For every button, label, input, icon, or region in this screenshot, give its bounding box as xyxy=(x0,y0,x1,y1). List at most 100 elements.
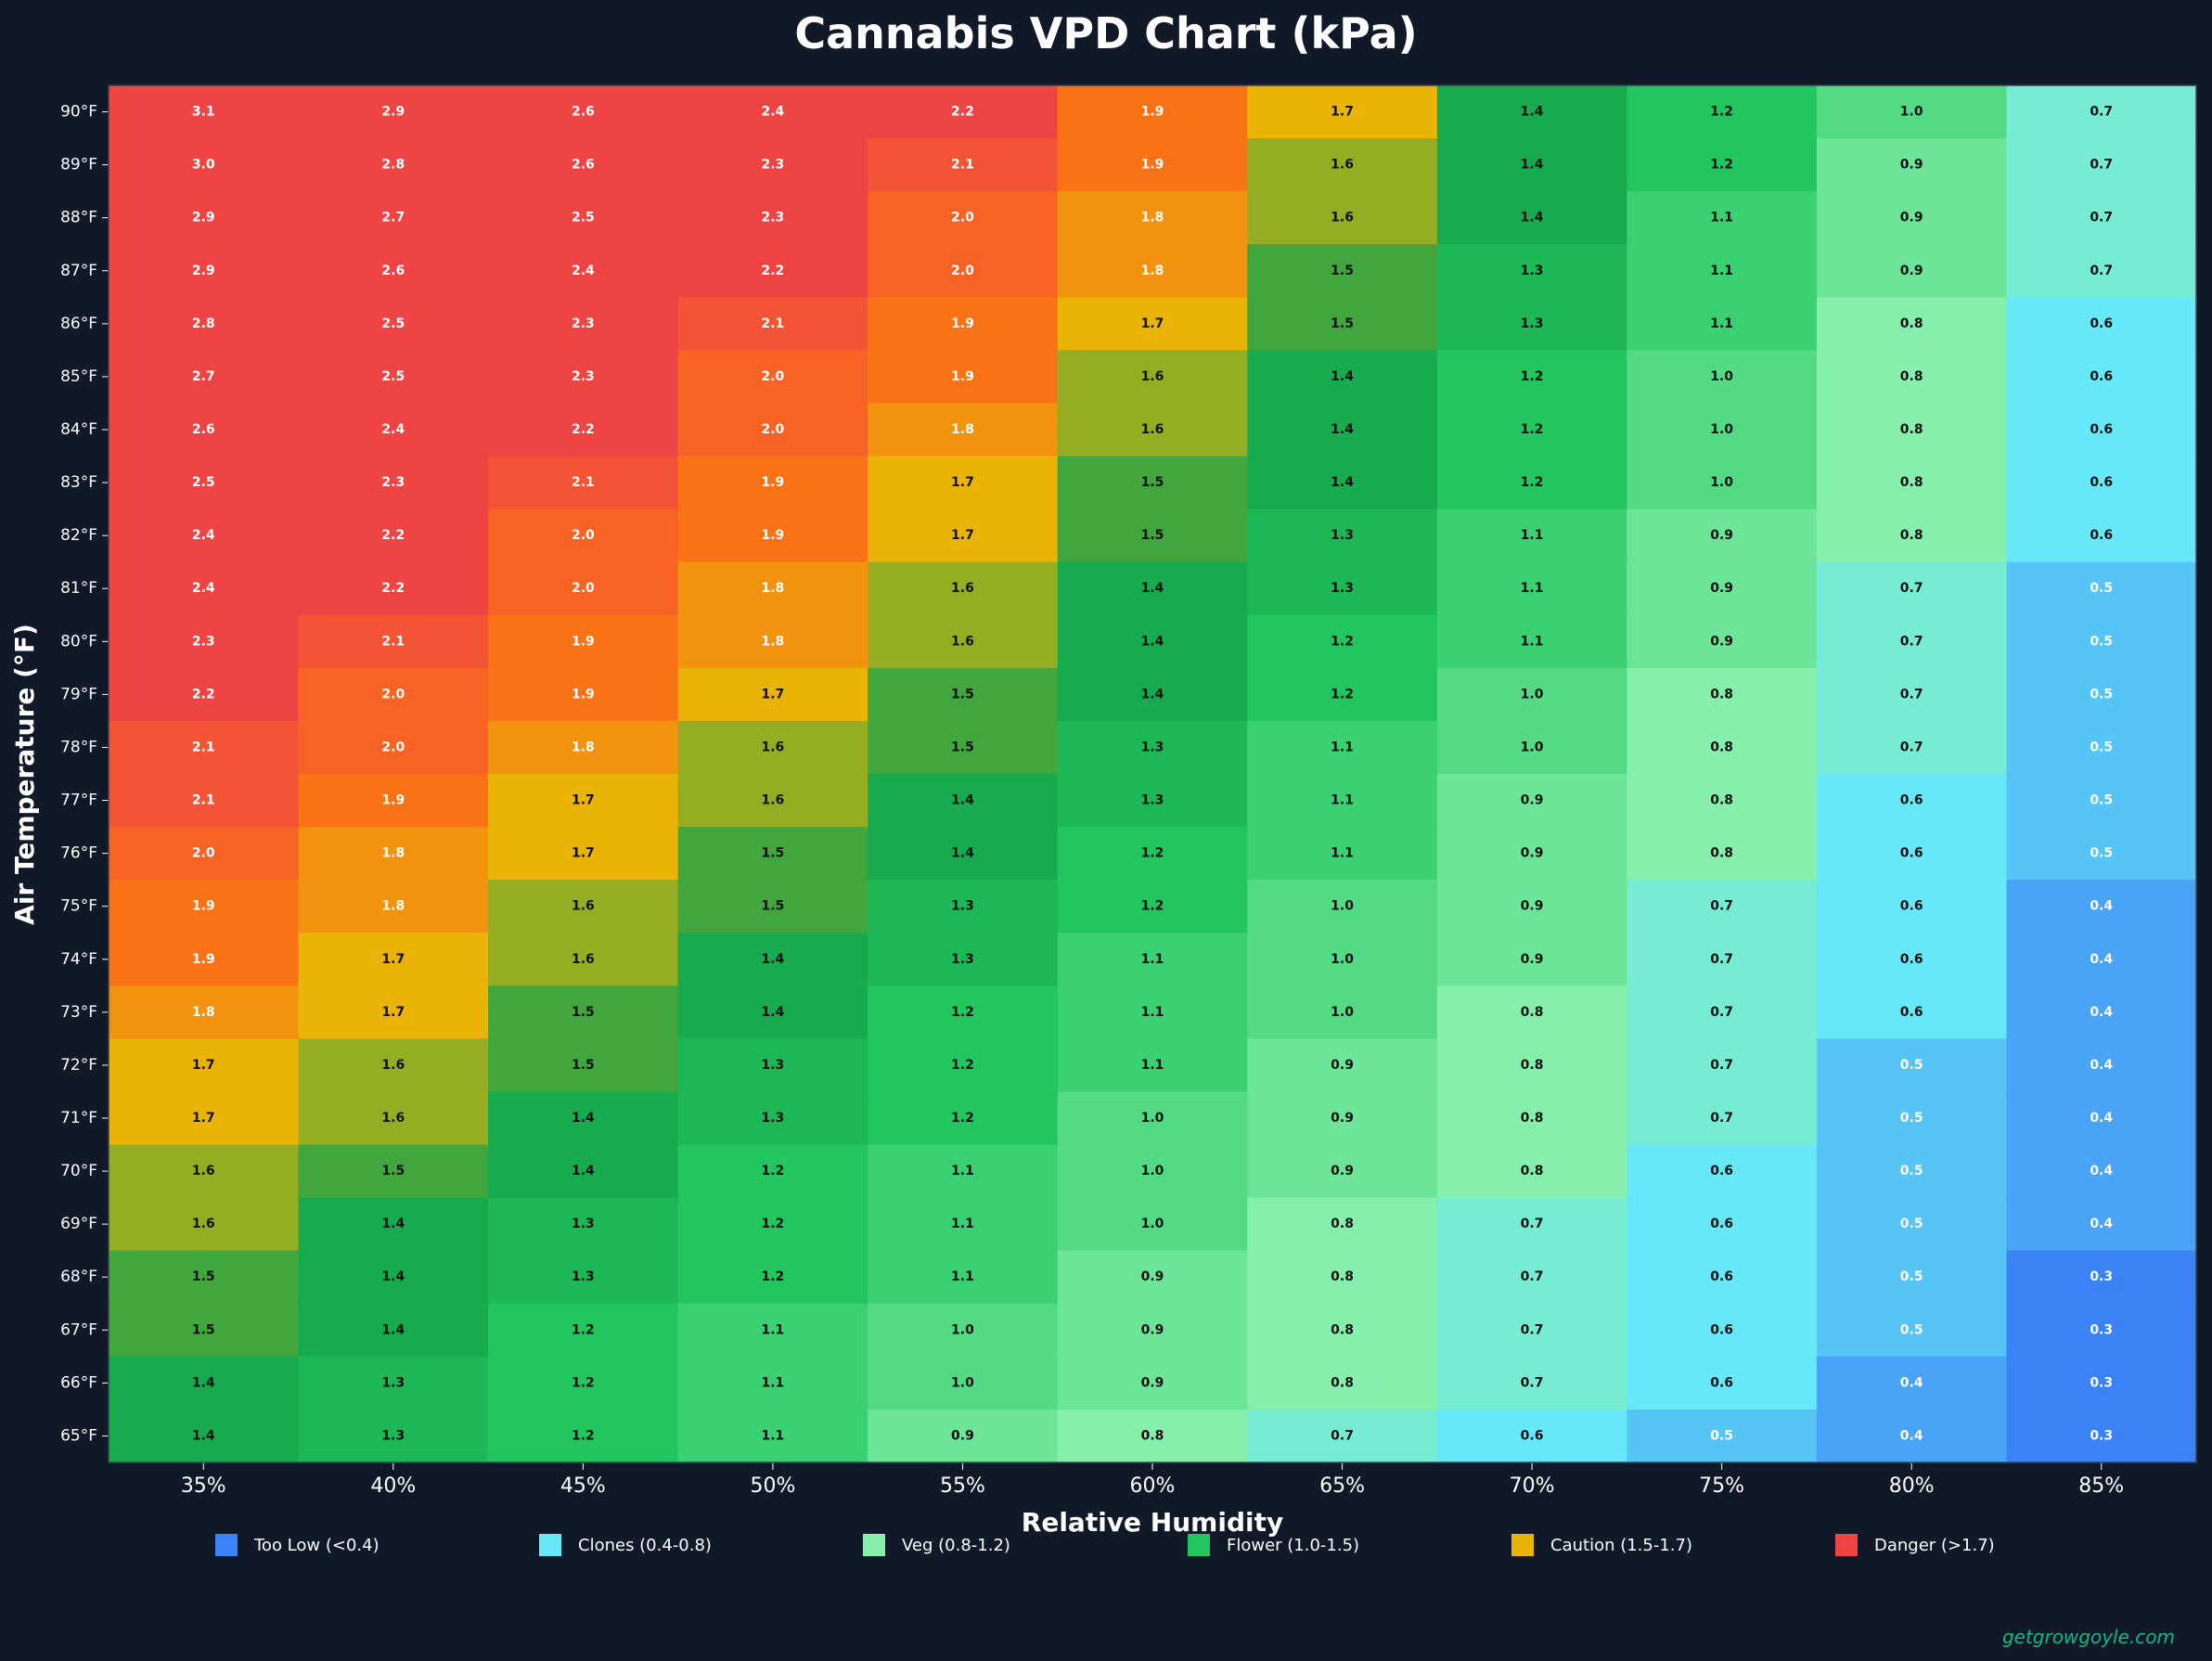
heatmap-cell-label: 1.6 xyxy=(951,581,974,596)
y-tick-label: 77°F xyxy=(60,792,97,810)
heatmap-cell-label: 0.4 xyxy=(2090,952,2113,967)
heatmap-cell-label: 1.6 xyxy=(192,1217,215,1231)
heatmap-cell xyxy=(1247,985,1438,1039)
heatmap-cell-label: 0.6 xyxy=(1710,1217,1733,1231)
heatmap-cell xyxy=(2006,1250,2197,1305)
heatmap-cell-label: 1.7 xyxy=(572,846,595,861)
y-tick-label: 83°F xyxy=(60,473,97,492)
heatmap-cell-label: 1.4 xyxy=(1521,211,1544,225)
heatmap-cell-label: 2.4 xyxy=(192,581,215,596)
heatmap-cell xyxy=(488,774,679,828)
heatmap-cell xyxy=(1057,85,1248,139)
heatmap-cell-labels: 3.1 2.9 2.6 2.4 2.2 1.9 1.7 1.4 1.2 1.0 0.7 3.0 2.8 2… xyxy=(192,105,2114,1444)
heatmap-cell xyxy=(1816,509,2008,563)
heatmap-cell-label: 2.4 xyxy=(381,422,405,437)
heatmap-cells xyxy=(109,85,2197,1463)
legend-swatch xyxy=(1835,1534,1858,1556)
heatmap-cell xyxy=(1816,403,2008,457)
heatmap-cell xyxy=(1247,85,1438,139)
heatmap-cell xyxy=(109,1197,300,1252)
heatmap-cell xyxy=(868,1197,1059,1252)
heatmap-cell xyxy=(109,1038,300,1093)
y-tick-label: 89°F xyxy=(60,156,97,174)
heatmap-cell-label: 0.6 xyxy=(1900,1005,1923,1020)
heatmap-cell-label: 1.9 xyxy=(951,316,974,331)
legend-label: Too Low (<0.4) xyxy=(254,1535,379,1555)
heatmap-cell xyxy=(109,244,300,298)
legend-label: Flower (1.0-1.5) xyxy=(1227,1535,1360,1555)
heatmap-cell xyxy=(1816,1409,2008,1463)
heatmap-cell-label: 0.7 xyxy=(1900,634,1923,649)
heatmap-cell xyxy=(2006,350,2197,405)
heatmap-cell xyxy=(677,667,868,722)
heatmap-cell xyxy=(1057,720,1248,775)
legend-swatch xyxy=(215,1534,238,1556)
heatmap-cell xyxy=(298,350,489,405)
heatmap-cell xyxy=(868,1250,1059,1305)
legend-item-clones: Clones (0.4-0.8) xyxy=(539,1533,712,1557)
heatmap-cell xyxy=(109,138,300,192)
heatmap-cell-label: 0.3 xyxy=(2090,1322,2113,1337)
heatmap-cell-label: 1.5 xyxy=(951,740,974,754)
y-tick-label: 67°F xyxy=(60,1320,97,1339)
heatmap-cell-label: 2.3 xyxy=(762,211,785,225)
heatmap-cell-label: 1.6 xyxy=(192,1164,215,1178)
heatmap-cell xyxy=(1436,827,1627,881)
heatmap-cell xyxy=(1816,138,2008,192)
heatmap-cell-label: 1.7 xyxy=(762,687,785,702)
heatmap-cell-label: 1.4 xyxy=(1521,158,1544,173)
y-tick-label: 80°F xyxy=(60,632,97,650)
heatmap-cell xyxy=(1816,985,2008,1039)
y-tick-label: 79°F xyxy=(60,685,97,703)
heatmap-cell xyxy=(1627,1038,1818,1093)
heatmap-cell xyxy=(488,350,679,405)
heatmap-cell xyxy=(868,827,1059,881)
legend-label: Veg (0.8-1.2) xyxy=(902,1535,1010,1555)
heatmap-cell-label: 0.4 xyxy=(2090,1217,2113,1231)
heatmap-cell xyxy=(1436,138,1627,192)
heatmap-cell-label: 0.8 xyxy=(1900,528,1923,543)
heatmap-cell-label: 1.3 xyxy=(572,1217,595,1231)
legend-swatch xyxy=(1511,1534,1534,1556)
heatmap-cell xyxy=(2006,191,2197,245)
heatmap-cell xyxy=(1627,456,1818,510)
heatmap-cell xyxy=(2006,614,2197,669)
heatmap-cell xyxy=(868,614,1059,669)
heatmap-cell xyxy=(298,1197,489,1252)
heatmap-cell-label: 0.7 xyxy=(1521,1217,1544,1231)
heatmap-cell xyxy=(1816,191,2008,245)
y-axis-ticks: 90°F 89°F 88°F 87°F 86°F 85°F 84°F 83°F 82°F 81°F… xyxy=(60,103,109,1445)
heatmap-cell-label: 2.6 xyxy=(192,422,215,437)
heatmap-cell xyxy=(1247,297,1438,351)
heatmap-cell-label: 1.8 xyxy=(381,846,405,861)
vpd-heatmap: 3.1 2.9 2.6 2.4 2.2 1.9 1.7 1.4 1.2 1.0 0.7 3.0 2.8 2… xyxy=(60,84,2197,1498)
heatmap-cell xyxy=(2006,509,2197,563)
heatmap-cell xyxy=(109,614,300,669)
heatmap-cell-label: 1.5 xyxy=(572,1005,595,1020)
heatmap-cell xyxy=(2006,1197,2197,1252)
heatmap-cell xyxy=(868,1356,1059,1410)
heatmap-cell-label: 0.7 xyxy=(2090,264,2113,278)
heatmap-cell xyxy=(2006,403,2197,457)
heatmap-cell xyxy=(1247,456,1438,510)
heatmap-cell xyxy=(1816,1091,2008,1146)
heatmap-cell xyxy=(2006,1356,2197,1410)
heatmap-cell-label: 0.9 xyxy=(951,1428,974,1443)
heatmap-cell xyxy=(868,774,1059,828)
heatmap-cell-label: 1.1 xyxy=(1710,211,1733,225)
heatmap-cell-label: 1.1 xyxy=(1331,846,1354,861)
heatmap-cell xyxy=(2006,561,2197,616)
heatmap-cell-label: 0.5 xyxy=(1900,1217,1923,1231)
heatmap-cell xyxy=(1057,509,1248,563)
heatmap-cell-label: 0.4 xyxy=(1900,1375,1923,1390)
heatmap-cell-label: 1.6 xyxy=(762,740,785,754)
heatmap-cell xyxy=(298,933,489,986)
heatmap-cell-label: 1.3 xyxy=(1141,740,1164,754)
heatmap-cell xyxy=(298,85,489,139)
heatmap-cell xyxy=(488,244,679,298)
heatmap-cell xyxy=(298,244,489,298)
heatmap-cell-label: 0.9 xyxy=(1900,264,1923,278)
heatmap-cell-label: 1.4 xyxy=(1141,687,1164,702)
heatmap-cell-label: 1.2 xyxy=(951,1005,974,1020)
x-tick-label: 35% xyxy=(181,1474,226,1498)
